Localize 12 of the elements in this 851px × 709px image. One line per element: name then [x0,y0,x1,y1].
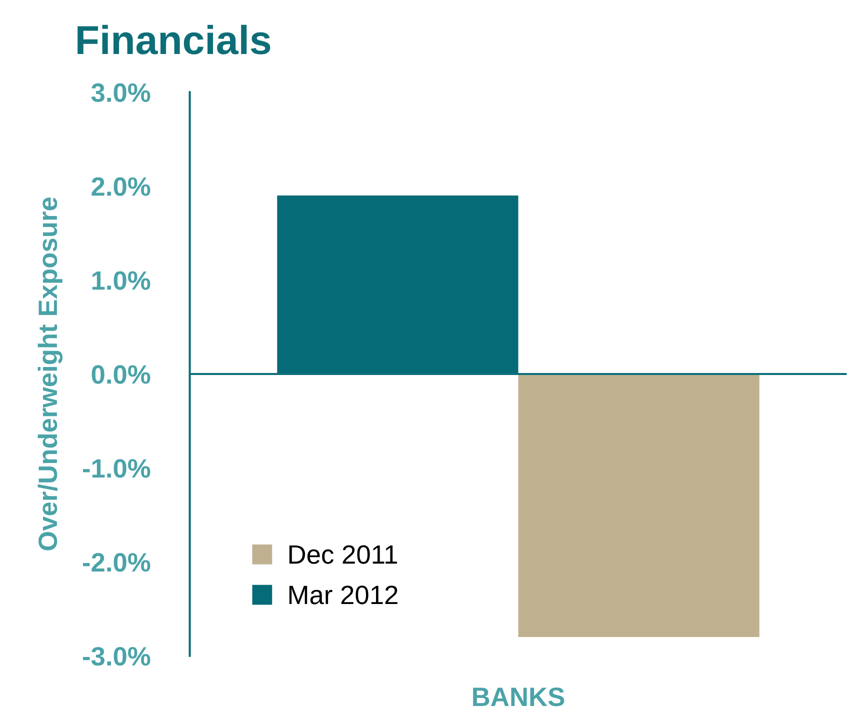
x-tick-label: BANKS [473,688,564,706]
y-tick-label: -1.0% [82,459,150,478]
y-tick-label: 2.0% [92,177,150,196]
legend-label: Dec 2011 [289,545,397,564]
y-tick-label: -2.0% [82,553,150,572]
y-tick-label: 3.0% [91,83,150,102]
y-tick-label: 1.0% [92,271,150,290]
y-axis-title: Over/Underweight Exposure [38,197,63,550]
y-tick-label: 0.0% [92,365,150,384]
y-tick-label: -3.0% [82,646,150,666]
chart-title: Financials [78,24,270,54]
legend-label: Mar 2012 [289,586,398,604]
